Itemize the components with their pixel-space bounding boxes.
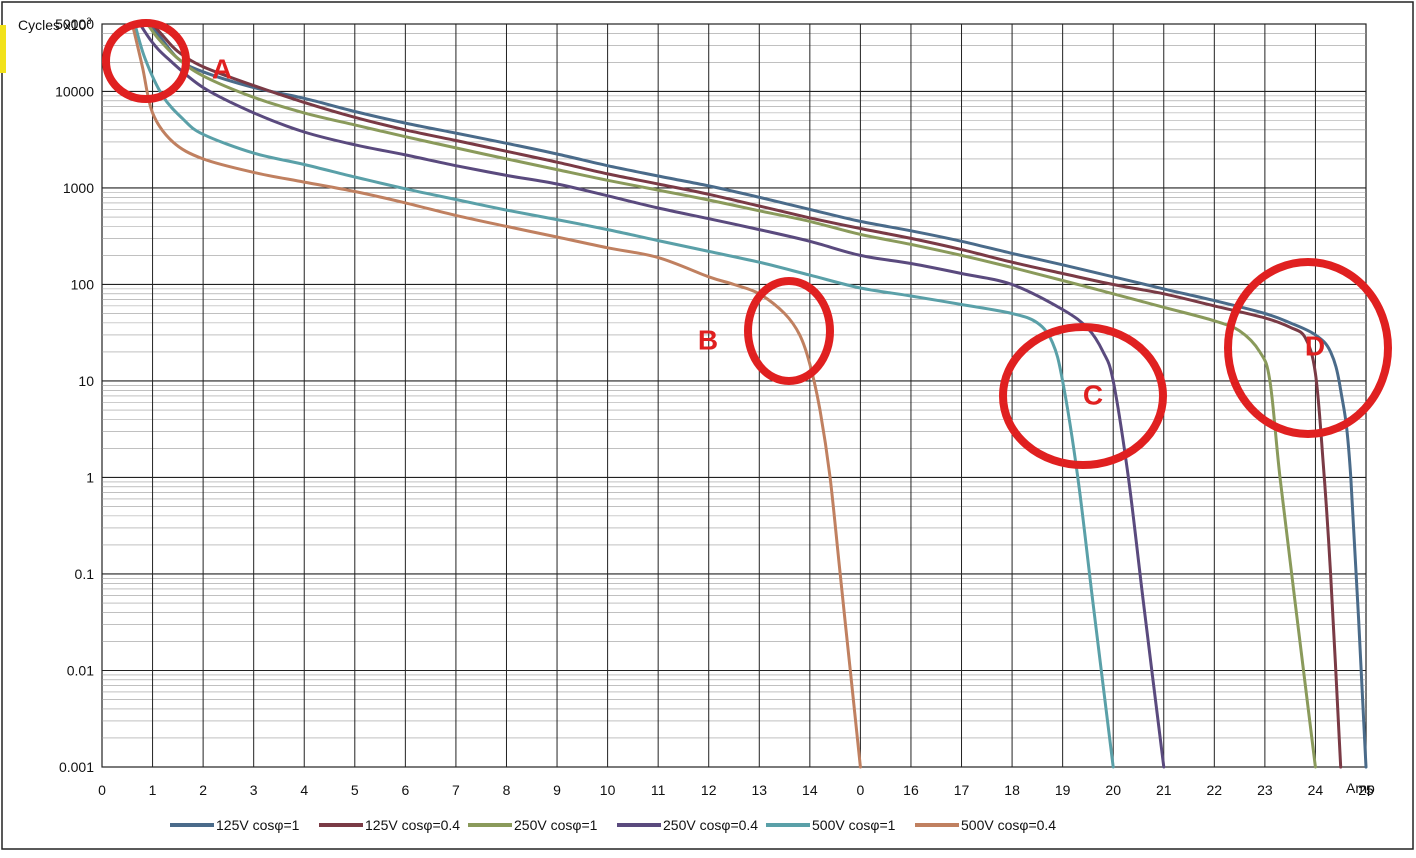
annotation-label: D: [1305, 330, 1325, 361]
x-tick-label: 24: [1308, 782, 1324, 798]
annotation-label: C: [1083, 379, 1103, 410]
x-tick-label: 8: [503, 782, 511, 798]
legend: 125V cosφ=1 125V cosφ=0.4 250V cosφ=1 250V …: [170, 817, 1056, 833]
x-tick-label: 16: [903, 782, 919, 798]
x-tick-label: 1: [149, 782, 157, 798]
legend-label: 125V cosφ=0.4: [365, 817, 460, 833]
x-tick-label: 18: [1004, 782, 1020, 798]
y-tick-label: 0.01: [67, 662, 94, 678]
y-tick-label: 0.1: [75, 566, 95, 582]
x-tick-label: 11: [651, 782, 666, 798]
x-tick-label: 25: [1358, 782, 1374, 798]
x-tick-label: 17: [954, 782, 970, 798]
series-line: [133, 22, 1115, 769]
y-axis-label: Cycles x103: [18, 16, 91, 33]
series-line: [146, 22, 1317, 769]
series-line: [133, 22, 1368, 769]
x-tick-label: 6: [401, 782, 409, 798]
x-tick-label: 23: [1257, 782, 1273, 798]
x-tick-label: 12: [701, 782, 717, 798]
legend-label: 500V cosφ=1: [812, 817, 896, 833]
y-tick-label: 1: [86, 469, 94, 485]
x-tick-label: 22: [1207, 782, 1223, 798]
x-tick-label: 14: [802, 782, 818, 798]
y-tick-label: 1000: [63, 180, 94, 196]
x-tick-label: 0: [857, 782, 865, 798]
annotation-circle: [1224, 258, 1392, 438]
x-tick-labels: 0 1 2 3 4 5 6 7 8 9 10 11 12 13 14 0 16 17 18 19 20 21 22 23 24 2…: [98, 782, 1374, 798]
x-tick-label: 3: [250, 782, 258, 798]
x-tick-label: 4: [300, 782, 308, 798]
x-tick-label: 20: [1105, 782, 1121, 798]
x-axis-label: Amp: [1346, 780, 1375, 796]
legend-label: 250V cosφ=1: [514, 817, 598, 833]
legend-label: 500V cosφ=0.4: [961, 817, 1056, 833]
legend-label: 250V cosφ=0.4: [663, 817, 758, 833]
y-tick-label: 50000: [55, 16, 94, 32]
x-tick-label: 2: [199, 782, 207, 798]
annotation-circle: [744, 277, 834, 385]
edge-tab: [0, 25, 6, 73]
x-tick-label: 13: [751, 782, 767, 798]
y-tick-labels: 50000 10000 1000 100 10 1 0.1 0.01 0.001: [55, 16, 94, 775]
legend-label: 125V cosφ=1: [216, 817, 300, 833]
x-tick-label: 7: [452, 782, 460, 798]
x-tick-label: 9: [553, 782, 561, 798]
annotation-label: B: [698, 324, 718, 355]
series-line: [151, 22, 1343, 769]
x-tick-label: 19: [1055, 782, 1071, 798]
series-lines: [130, 22, 1368, 769]
y-tick-label: 10000: [55, 83, 94, 99]
x-tick-label: 0: [98, 782, 106, 798]
y-tick-label: 10: [78, 373, 94, 389]
x-tick-label: 10: [600, 782, 616, 798]
annotation-circle: [999, 323, 1167, 469]
y-tick-label: 0.001: [59, 759, 94, 775]
series-line: [130, 22, 862, 769]
y-tick-label: 100: [71, 276, 95, 292]
x-tick-label: 21: [1156, 782, 1172, 798]
x-tick-label: 5: [351, 782, 359, 798]
series-line: [138, 22, 1166, 769]
grid: [101, 23, 1367, 768]
annotation-circle: [102, 19, 190, 103]
annotation-label: A: [212, 53, 232, 84]
annotations: A B C D: [102, 19, 1392, 469]
